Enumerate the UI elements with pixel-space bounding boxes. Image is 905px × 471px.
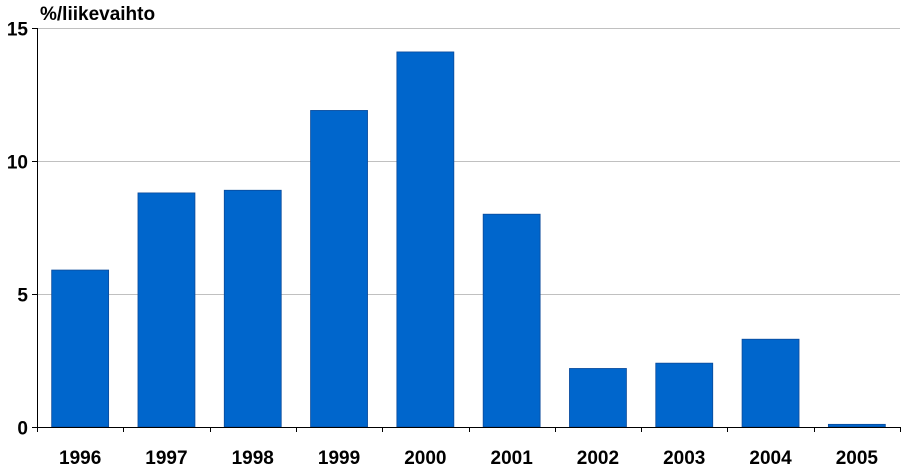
x-tick-label-2004: 2004 bbox=[749, 448, 792, 469]
bar-2000 bbox=[396, 51, 455, 428]
axes bbox=[32, 28, 901, 432]
x-tick-label-1996: 1996 bbox=[59, 448, 101, 469]
bar-2005 bbox=[827, 423, 886, 428]
bar-1996 bbox=[51, 269, 110, 428]
x-tick-label-2001: 2001 bbox=[491, 448, 534, 469]
x-tick-label-2000: 2000 bbox=[404, 448, 446, 469]
bar-2002 bbox=[569, 368, 627, 428]
x-tick-labels: 1996 1997 1998 1999 2000 2001 2002 2003 2004 2005 bbox=[59, 448, 878, 469]
x-tick-label-1997: 1997 bbox=[145, 448, 187, 469]
y-tick-label-5: 5 bbox=[17, 286, 28, 307]
y-axis-unit-label: %/liikevaihto bbox=[40, 4, 155, 25]
x-tick-label-2003: 2003 bbox=[663, 448, 705, 469]
bar-1997 bbox=[137, 192, 196, 428]
y-tick-label-15: 15 bbox=[7, 20, 29, 41]
bars bbox=[51, 51, 886, 428]
x-tick-label-2002: 2002 bbox=[577, 448, 619, 469]
y-tick-labels: 0 5 10 15 bbox=[7, 20, 29, 440]
bar-1998 bbox=[223, 189, 282, 428]
y-tick-label-0: 0 bbox=[17, 419, 28, 440]
bar-1999 bbox=[310, 110, 368, 428]
y-tick-label-10: 10 bbox=[7, 153, 28, 174]
x-tick-label-1998: 1998 bbox=[232, 448, 274, 469]
x-tick-label-1999: 1999 bbox=[318, 448, 360, 469]
x-tick-label-2005: 2005 bbox=[836, 448, 879, 469]
bar-2001 bbox=[482, 213, 541, 428]
bar-2004 bbox=[741, 338, 800, 428]
bar-2003 bbox=[655, 362, 714, 428]
